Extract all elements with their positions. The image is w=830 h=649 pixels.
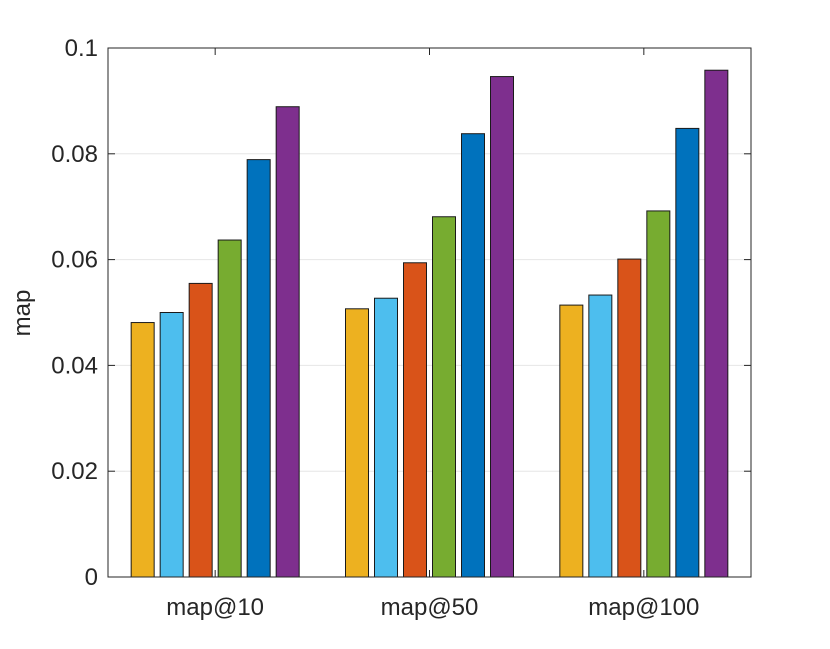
bar bbox=[432, 216, 456, 578]
y-axis-label: map bbox=[9, 290, 36, 337]
bar bbox=[646, 210, 671, 578]
bar bbox=[559, 304, 584, 578]
bar bbox=[675, 127, 700, 578]
bar bbox=[246, 159, 271, 578]
bar bbox=[188, 282, 213, 578]
bar bbox=[403, 262, 427, 578]
bar bbox=[588, 294, 613, 578]
axis-ticks: 0 0.02 0.04 0.06 0.08 0.1 map@10 map@50 map@100 bbox=[51, 35, 751, 621]
y-tick-label: 0.06 bbox=[51, 247, 98, 274]
y-tick-label: 0 bbox=[85, 564, 98, 591]
x-tick-label: map@10 bbox=[166, 594, 264, 621]
y-tick-label: 0.02 bbox=[51, 458, 98, 485]
bar bbox=[704, 69, 729, 578]
bar bbox=[345, 308, 369, 578]
x-tick-label: map@50 bbox=[381, 594, 479, 621]
y-tick-label: 0.08 bbox=[51, 141, 98, 168]
bar bbox=[130, 322, 155, 578]
y-tick-label: 0.1 bbox=[65, 35, 98, 62]
bar bbox=[217, 239, 242, 578]
bar bbox=[159, 312, 184, 578]
y-tick-label: 0.04 bbox=[51, 352, 98, 379]
grid-lines bbox=[108, 153, 751, 472]
x-tick-label: map@100 bbox=[588, 594, 699, 621]
bar bbox=[374, 297, 398, 578]
bar bbox=[275, 106, 300, 578]
bar bbox=[617, 258, 642, 578]
bar bbox=[490, 76, 514, 578]
bars bbox=[130, 69, 729, 578]
bar bbox=[461, 133, 485, 578]
